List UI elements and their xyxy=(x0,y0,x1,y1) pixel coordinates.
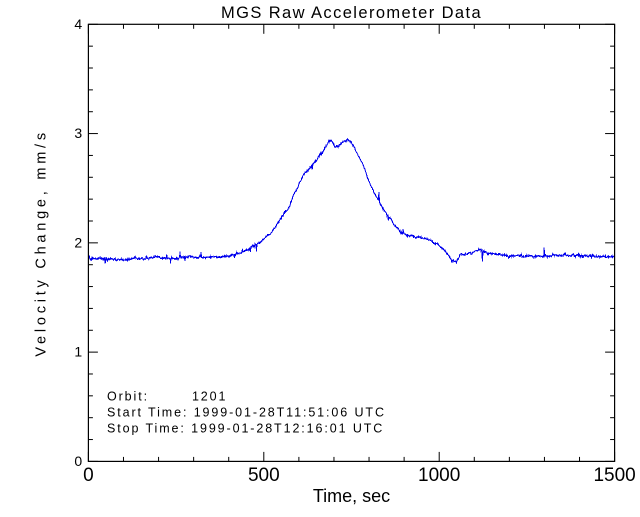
svg-text:500: 500 xyxy=(248,465,280,486)
svg-text:Time, sec: Time, sec xyxy=(313,486,390,506)
svg-text:1: 1 xyxy=(74,344,82,360)
svg-text:3: 3 xyxy=(74,125,82,141)
svg-text:0: 0 xyxy=(74,453,82,469)
svg-text:0: 0 xyxy=(83,465,94,486)
svg-text:1500: 1500 xyxy=(593,465,635,486)
svg-text:4: 4 xyxy=(74,16,82,32)
svg-text:Velocity Change, mm/s: Velocity Change, mm/s xyxy=(34,129,50,356)
svg-text:MGS Raw Accelerometer Data: MGS Raw Accelerometer Data xyxy=(221,4,482,22)
svg-text:Start Time: 1999-01-28T11:51:0: Start Time: 1999-01-28T11:51:06 UTC xyxy=(107,406,386,420)
svg-text:Stop Time: 1999-01-28T12:16:01: Stop Time: 1999-01-28T12:16:01 UTC xyxy=(107,422,384,436)
svg-text:Orbit: 1201: Orbit: 1201 xyxy=(107,390,227,404)
svg-text:2: 2 xyxy=(74,234,82,250)
svg-text:1000: 1000 xyxy=(418,465,460,486)
